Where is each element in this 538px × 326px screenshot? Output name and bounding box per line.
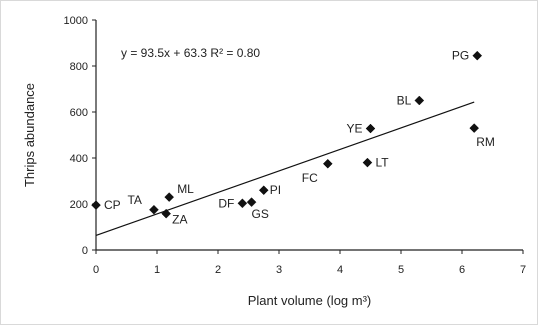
- tick-group: 0 200 400 600 800 1000 0 1 2 3 4 5 6 7: [64, 15, 527, 276]
- point-label-ml: ML: [177, 182, 194, 196]
- point-ml: [164, 192, 175, 202]
- point-rm: [469, 123, 480, 133]
- point-df: [237, 198, 248, 209]
- point-bl: [414, 95, 425, 106]
- x-tick-label: 7: [520, 264, 526, 276]
- y-tick-label: 400: [70, 153, 88, 165]
- point-ye: [365, 123, 376, 134]
- point-cp: [91, 200, 101, 211]
- point-label-fc: FC: [302, 171, 318, 185]
- trendline-group: [95, 101, 475, 237]
- x-axis-title: Plant volume (log m³): [248, 293, 372, 308]
- point-label-lt: LT: [375, 156, 389, 170]
- point-label-gs: GS: [252, 207, 269, 221]
- y-tick-label: 0: [82, 245, 88, 257]
- x-tick-label: 0: [93, 264, 99, 276]
- y-tick-label: 1000: [64, 15, 88, 27]
- y-tick-label: 200: [70, 199, 88, 211]
- point-label-ta: TA: [127, 193, 141, 207]
- point-label-pi: PI: [270, 183, 281, 197]
- trendline: [95, 101, 475, 237]
- point-label-cp: CP: [104, 198, 121, 212]
- point-label-df: DF: [218, 196, 234, 210]
- point-label-bl: BL: [397, 94, 412, 108]
- point-lt: [362, 157, 373, 168]
- y-tick-label: 800: [70, 61, 88, 73]
- point-label-pg: PG: [452, 49, 469, 63]
- point-label-rm: RM: [476, 135, 495, 149]
- point-ta: [149, 204, 159, 215]
- y-axis-title: Thrips abundance: [22, 83, 37, 187]
- x-tick-label: 5: [398, 264, 404, 276]
- x-tick-label: 3: [276, 264, 282, 276]
- point-pi: [258, 185, 269, 196]
- x-tick-label: 6: [459, 264, 465, 276]
- x-tick-label: 2: [215, 264, 221, 276]
- point-fc: [322, 158, 333, 169]
- x-tick-label: 1: [154, 264, 160, 276]
- point-pg: [472, 50, 483, 61]
- axes: [95, 20, 523, 251]
- regression-annotation: y = 93.5x + 63.3 R² = 0.80: [121, 46, 260, 60]
- point-gs: [246, 197, 257, 208]
- point-za: [161, 208, 172, 219]
- x-tick-label: 4: [337, 264, 343, 276]
- point-label-za: ZA: [172, 213, 187, 227]
- point-label-ye: YE: [346, 122, 362, 136]
- y-tick-label: 600: [70, 107, 88, 119]
- points-group: [91, 50, 483, 219]
